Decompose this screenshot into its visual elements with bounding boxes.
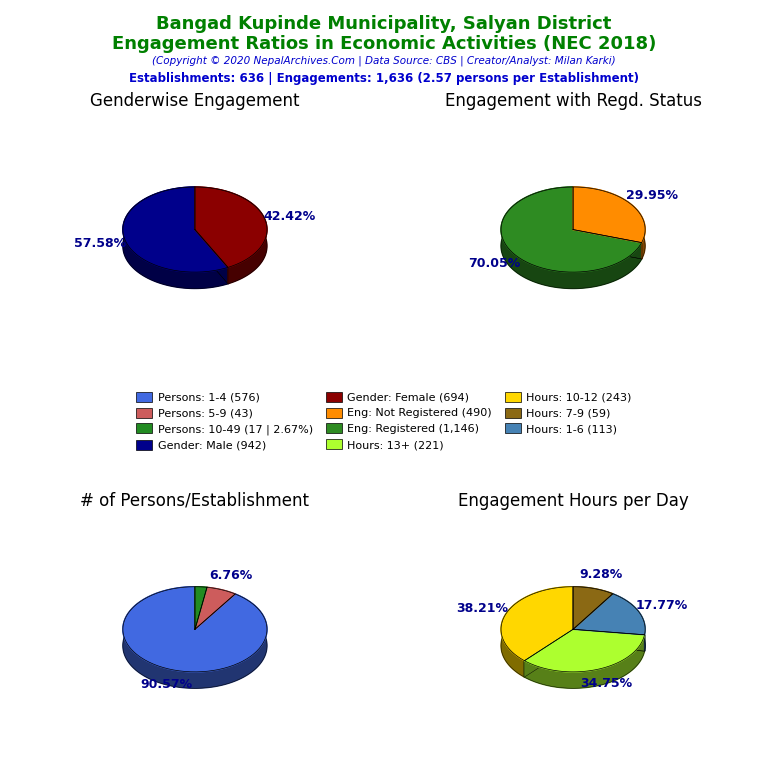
Polygon shape <box>501 187 641 272</box>
Polygon shape <box>195 587 207 604</box>
Text: 42.42%: 42.42% <box>263 210 316 223</box>
Text: Engagement Ratios in Economic Activities (NEC 2018): Engagement Ratios in Economic Activities… <box>112 35 656 53</box>
Text: 9.28%: 9.28% <box>579 568 623 581</box>
Polygon shape <box>573 587 613 610</box>
Polygon shape <box>123 587 267 672</box>
Legend: Persons: 1-4 (576), Persons: 5-9 (43), Persons: 10-49 (17 | 2.67%), Gender: Male: Persons: 1-4 (576), Persons: 5-9 (43), P… <box>137 392 631 451</box>
Polygon shape <box>573 587 613 629</box>
Polygon shape <box>501 187 641 289</box>
Polygon shape <box>123 587 267 688</box>
Polygon shape <box>195 187 267 267</box>
Text: 57.58%: 57.58% <box>74 237 127 250</box>
Polygon shape <box>573 187 645 259</box>
Text: (Copyright © 2020 NepalArchives.Com | Data Source: CBS | Creator/Analyst: Milan : (Copyright © 2020 NepalArchives.Com | Da… <box>152 55 616 66</box>
Polygon shape <box>207 588 235 611</box>
Text: 34.75%: 34.75% <box>581 677 633 690</box>
Polygon shape <box>525 635 644 688</box>
Polygon shape <box>195 187 267 283</box>
Text: 29.95%: 29.95% <box>626 189 677 202</box>
Text: 70.05%: 70.05% <box>468 257 521 270</box>
Title: # of Persons/Establishment: # of Persons/Establishment <box>81 492 310 510</box>
Text: Bangad Kupinde Municipality, Salyan District: Bangad Kupinde Municipality, Salyan Dist… <box>157 15 611 33</box>
Polygon shape <box>573 594 645 635</box>
Polygon shape <box>525 629 644 672</box>
Polygon shape <box>613 594 645 651</box>
Polygon shape <box>573 187 645 243</box>
Text: 38.21%: 38.21% <box>456 602 508 615</box>
Polygon shape <box>195 587 207 629</box>
Title: Genderwise Engagement: Genderwise Engagement <box>90 92 300 110</box>
Polygon shape <box>501 587 573 677</box>
Polygon shape <box>123 187 228 272</box>
Polygon shape <box>123 187 228 289</box>
Polygon shape <box>195 588 235 629</box>
Title: Engagement with Regd. Status: Engagement with Regd. Status <box>445 92 702 110</box>
Text: 90.57%: 90.57% <box>141 677 193 690</box>
Text: 17.77%: 17.77% <box>635 599 687 612</box>
Polygon shape <box>501 587 573 660</box>
Title: Engagement Hours per Day: Engagement Hours per Day <box>458 492 688 510</box>
Text: 6.76%: 6.76% <box>210 569 253 582</box>
Text: Establishments: 636 | Engagements: 1,636 (2.57 persons per Establishment): Establishments: 636 | Engagements: 1,636… <box>129 72 639 85</box>
